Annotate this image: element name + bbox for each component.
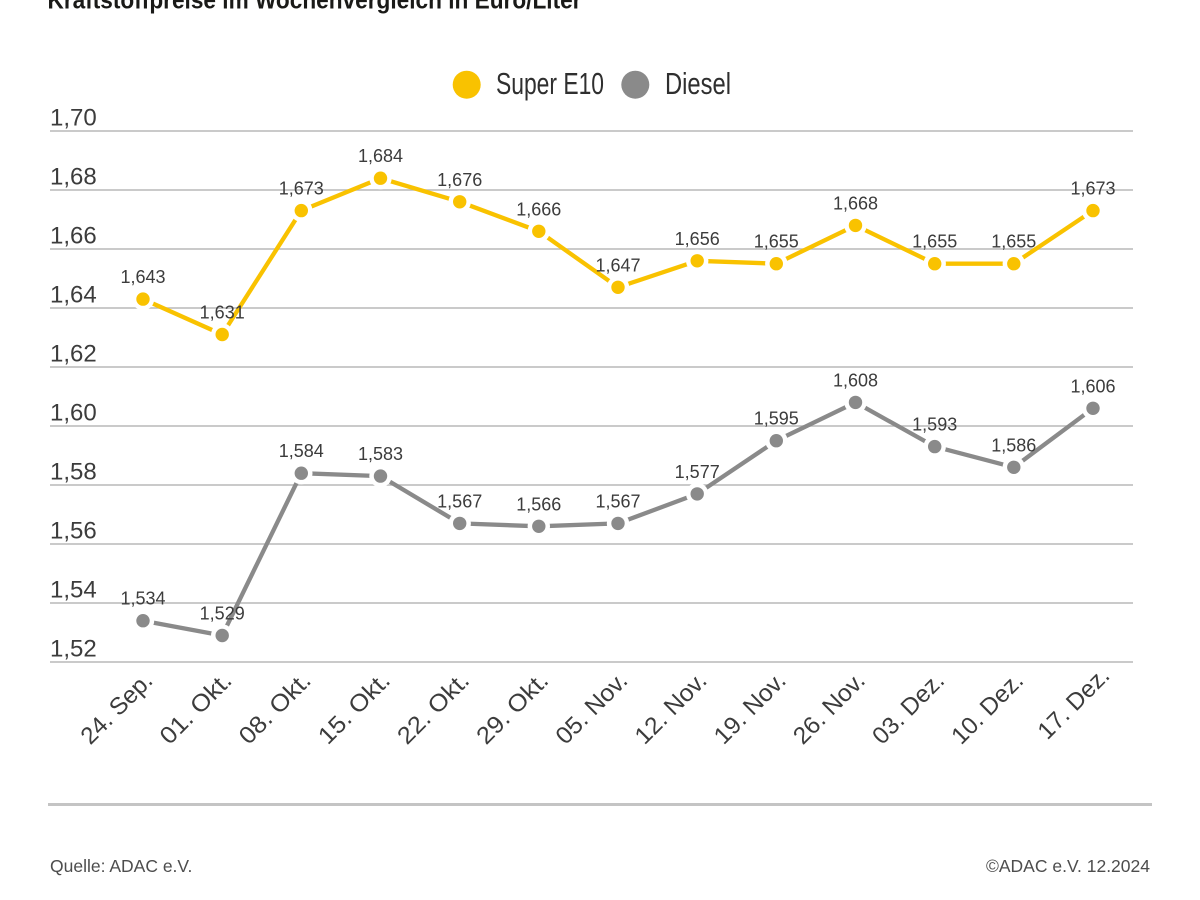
svg-text:1,68: 1,68 [50,164,97,191]
svg-text:1,577: 1,577 [675,462,720,482]
svg-text:1,566: 1,566 [516,494,561,514]
svg-text:1,676: 1,676 [437,170,482,190]
svg-text:1,534: 1,534 [120,589,165,609]
svg-text:1,673: 1,673 [1070,179,1115,199]
svg-text:1,567: 1,567 [437,491,482,511]
svg-text:1,56: 1,56 [50,518,97,545]
svg-text:1,631: 1,631 [200,303,245,323]
svg-text:1,666: 1,666 [516,199,561,219]
svg-text:1,583: 1,583 [358,444,403,464]
svg-text:Kraftstoffpreise im Wochenverg: Kraftstoffpreise im Wochenvergleich in E… [48,0,582,15]
svg-text:1,655: 1,655 [754,232,799,252]
svg-text:1,608: 1,608 [833,370,878,390]
svg-text:1,593: 1,593 [912,415,957,435]
svg-text:1,668: 1,668 [833,193,878,213]
svg-text:1,66: 1,66 [50,223,97,250]
svg-text:1,58: 1,58 [50,459,97,486]
svg-text:1,567: 1,567 [595,491,640,511]
svg-text:1,52: 1,52 [50,636,97,663]
svg-text:1,62: 1,62 [50,341,97,368]
svg-text:1,529: 1,529 [200,604,245,624]
svg-text:Quelle: ADAC e.V.: Quelle: ADAC e.V. [50,856,192,876]
svg-text:1,643: 1,643 [120,267,165,287]
svg-text:Super E10: Super E10 [496,66,604,101]
svg-text:1,655: 1,655 [991,232,1036,252]
svg-text:1,584: 1,584 [279,441,324,461]
svg-text:1,673: 1,673 [279,179,324,199]
svg-text:©ADAC e.V. 12.2024: ©ADAC e.V. 12.2024 [986,856,1150,876]
svg-text:1,655: 1,655 [912,232,957,252]
svg-text:1,64: 1,64 [50,282,97,309]
svg-text:1,606: 1,606 [1070,376,1115,396]
svg-text:1,586: 1,586 [991,435,1036,455]
svg-text:1,70: 1,70 [50,105,97,132]
svg-text:1,595: 1,595 [754,409,799,429]
svg-text:1,54: 1,54 [50,577,97,604]
svg-text:1,647: 1,647 [595,255,640,275]
svg-text:1,656: 1,656 [675,229,720,249]
svg-text:Diesel: Diesel [665,66,731,101]
svg-text:1,684: 1,684 [358,146,403,166]
svg-text:1,60: 1,60 [50,400,97,427]
